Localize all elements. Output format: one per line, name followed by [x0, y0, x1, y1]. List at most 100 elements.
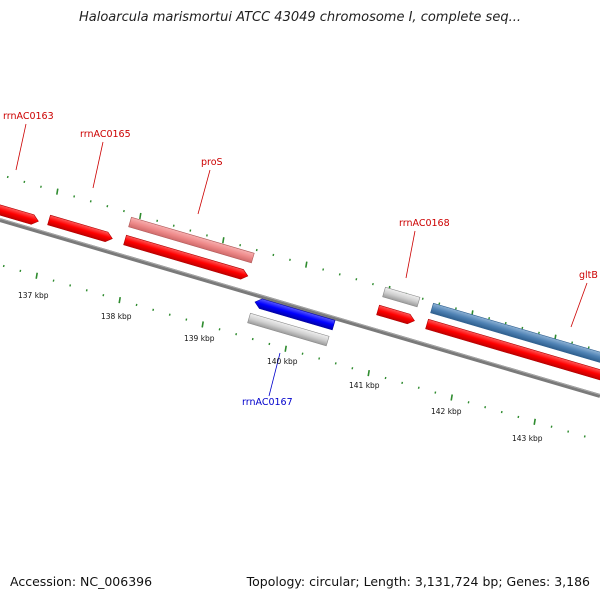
minor-tick — [268, 342, 271, 346]
lower-tick-track — [2, 264, 586, 438]
gene-label-proS[interactable]: proS — [201, 157, 223, 168]
minor-tick — [152, 308, 155, 311]
minor-tick — [484, 406, 487, 409]
leader-gltB — [570, 282, 588, 328]
minor-tick — [85, 289, 88, 292]
minor-tick — [251, 337, 254, 341]
minor-tick — [255, 248, 258, 252]
minor-tick — [168, 313, 171, 316]
major-tick — [450, 394, 453, 401]
major-tick — [139, 212, 142, 220]
major-tick — [201, 321, 204, 328]
gene-label-gltB[interactable]: gltB — [579, 270, 598, 281]
gene-rrnAC0168[interactable] — [382, 286, 421, 308]
minor-tick — [102, 294, 105, 297]
minor-tick — [421, 297, 424, 300]
accession-text: Accession: NC_006396 — [10, 574, 153, 589]
minor-tick — [235, 333, 238, 336]
gene-gltB-red[interactable] — [425, 318, 600, 383]
leader-proS — [197, 169, 211, 215]
gene-rrnAC0167[interactable] — [254, 297, 336, 331]
scale-label-137kbp: 137 kbp — [18, 291, 49, 300]
minor-tick — [351, 367, 354, 370]
minor-tick — [488, 317, 491, 320]
minor-tick — [19, 269, 22, 273]
major-tick — [305, 261, 308, 268]
minor-tick — [322, 268, 325, 271]
gene-rrnAC0168-red[interactable] — [376, 304, 416, 325]
minor-tick — [434, 391, 437, 394]
minor-tick — [587, 346, 590, 349]
gene-rrnAC0167-gray[interactable] — [247, 312, 330, 347]
chromosome-backbone — [0, 218, 600, 398]
minor-tick — [40, 185, 42, 188]
minor-tick — [455, 307, 457, 310]
major-tick — [533, 418, 536, 425]
minor-tick — [301, 352, 304, 355]
minor-tick — [289, 258, 291, 261]
gene-proS[interactable] — [128, 216, 255, 264]
minor-tick — [401, 381, 404, 385]
minor-tick — [189, 229, 192, 232]
scale-label-140kbp: 140 kbp — [267, 357, 298, 366]
minor-tick — [69, 284, 72, 287]
minor-tick — [73, 195, 76, 198]
gene-label-rrnAC0165[interactable]: rrnAC0165 — [80, 129, 131, 140]
minor-tick — [172, 224, 175, 227]
minor-tick — [334, 362, 337, 365]
minor-tick — [2, 264, 5, 268]
minor-tick — [417, 386, 420, 389]
gene-gltB[interactable] — [430, 302, 600, 367]
gene-rrnAC0163[interactable] — [0, 199, 40, 226]
map-title: Haloarcula marismortui ATCC 43049 chromo… — [79, 10, 521, 25]
minor-tick — [6, 175, 9, 179]
minor-tick — [517, 415, 520, 419]
minor-tick — [372, 282, 374, 286]
major-tick — [35, 272, 38, 279]
minor-tick — [52, 279, 55, 282]
minor-tick — [521, 326, 524, 330]
minor-tick — [318, 357, 321, 360]
minor-tick — [438, 302, 441, 305]
minor-tick — [500, 410, 503, 414]
gene-rrnAC0165[interactable] — [47, 214, 114, 243]
scale-label-142kbp: 142 kbp — [431, 407, 462, 416]
scale-label-141kbp: 141 kbp — [349, 381, 380, 390]
major-tick — [118, 296, 121, 304]
leader-rrnAC0167 — [268, 352, 281, 397]
major-tick — [222, 237, 225, 244]
major-tick — [367, 369, 370, 377]
major-tick — [56, 188, 59, 195]
scale-label-139kbp: 139 kbp — [184, 334, 215, 343]
gene-label-rrnAC0163[interactable]: rrnAC0163 — [3, 111, 54, 122]
minor-tick — [583, 435, 586, 438]
minor-tick — [567, 430, 570, 433]
genome-info-text: Topology: circular; Length: 3,131,724 bp… — [246, 574, 590, 589]
minor-tick — [239, 244, 242, 247]
minor-tick — [156, 219, 159, 222]
minor-tick — [550, 425, 553, 428]
minor-tick — [185, 318, 188, 321]
scale-label-143kbp: 143 kbp — [512, 434, 543, 443]
minor-tick — [384, 376, 387, 380]
minor-tick — [23, 180, 26, 184]
gene-label-rrnAC0167[interactable]: rrnAC0167 — [242, 397, 293, 408]
leader-rrnAC0163 — [15, 123, 27, 171]
minor-tick — [89, 200, 92, 203]
scale-label-138kbp: 138 kbp — [101, 312, 132, 321]
gene-label-rrnAC0168[interactable]: rrnAC0168 — [399, 218, 450, 229]
minor-tick — [504, 321, 507, 325]
minor-tick — [123, 209, 125, 213]
gene-rrnAC0166[interactable] — [123, 234, 250, 281]
minor-tick — [538, 331, 540, 334]
minor-tick — [272, 253, 275, 257]
minor-tick — [135, 303, 138, 307]
major-tick — [284, 345, 287, 352]
minor-tick — [338, 273, 341, 276]
minor-tick — [355, 278, 358, 281]
leader-rrnAC0168 — [405, 230, 416, 279]
chromosome-backbone-highlight — [0, 218, 600, 396]
minor-tick — [206, 234, 208, 237]
leader-rrnAC0165 — [92, 141, 104, 189]
